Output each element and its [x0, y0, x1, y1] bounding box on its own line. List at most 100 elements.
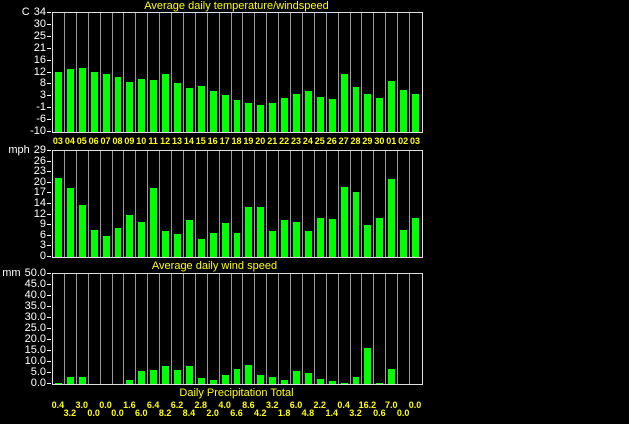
y-tick-label: mph 29 — [0, 145, 46, 156]
bar-day-06 — [90, 230, 98, 257]
chart-cell — [243, 151, 256, 257]
y-tick-label: 8 — [0, 78, 46, 89]
day-label: 03 — [410, 136, 421, 146]
day-label: 17 — [219, 136, 230, 146]
chart-cell — [101, 151, 113, 257]
chart-cell — [65, 151, 77, 257]
chart-cell — [136, 151, 149, 257]
y-tick-value: 34 — [33, 6, 46, 18]
chart-cell — [398, 274, 411, 384]
y-tick-mark — [47, 95, 51, 96]
y-tick-value: 23 — [33, 165, 46, 177]
chart-cell — [374, 274, 387, 384]
y-tick-value: 21 — [33, 42, 46, 54]
y-tick-value: -6 — [36, 113, 46, 125]
y-tick-value: 5.0 — [30, 366, 46, 378]
y-tick-value: 20 — [33, 176, 46, 188]
day-label: 05 — [76, 136, 87, 146]
chart-cell — [398, 13, 411, 132]
bar-day-16 — [209, 233, 217, 257]
bar-day-05 — [78, 68, 86, 132]
chart-cell — [398, 151, 411, 257]
chart-cell — [89, 274, 101, 384]
bar-day-26 — [328, 381, 336, 384]
day-label: 29 — [362, 136, 373, 146]
day-label: 30 — [374, 136, 385, 146]
y-tick-value: 25 — [33, 30, 46, 42]
precip-value-label: 7.0 — [384, 400, 398, 410]
bar-day-20 — [257, 375, 265, 384]
day-label: 02 — [398, 136, 409, 146]
chart-cell — [101, 274, 113, 384]
bar-day-03 — [412, 94, 419, 132]
bar-day-09 — [126, 380, 134, 384]
precip-value-label: 3.2 — [349, 408, 362, 418]
bar-day-22 — [281, 98, 289, 132]
chart-cell — [184, 274, 196, 384]
precip-value-label: 6.4 — [146, 400, 160, 410]
bar-day-16 — [209, 91, 217, 132]
chart-cell — [172, 13, 184, 132]
precip-value-label: 8.2 — [158, 408, 172, 418]
y-tick-value: 12 — [33, 66, 46, 78]
bar-day-08 — [114, 77, 122, 132]
bar-day-11 — [150, 80, 158, 132]
precip-value-label: 0.4 — [337, 400, 350, 410]
chart-cell — [65, 13, 77, 132]
bar-day-14 — [185, 220, 193, 257]
windspeed-chart-plot — [52, 150, 423, 258]
y-tick-mark — [47, 24, 51, 25]
y-axis-unit: mph — [8, 144, 30, 156]
y-tick-mark — [47, 12, 51, 13]
day-label: 08 — [112, 136, 123, 146]
y-tick-label: 25 — [0, 31, 46, 42]
precip-value-label: 2.0 — [206, 408, 219, 418]
bar-day-06 — [90, 72, 98, 132]
bar-day-18 — [233, 369, 241, 384]
y-tick-label: 10.0 — [0, 356, 46, 367]
bar-day-21 — [269, 103, 277, 132]
bar-day-14 — [185, 88, 193, 132]
bar-day-10 — [138, 79, 146, 132]
y-tick-mark — [47, 36, 51, 37]
precip-value-label: 6.2 — [170, 400, 184, 410]
y-tick-value: 26 — [33, 155, 46, 167]
chart-cell — [386, 274, 399, 384]
y-tick-value: 14 — [33, 197, 46, 209]
chart-cell — [255, 151, 268, 257]
y-tick-value: -1 — [36, 101, 46, 113]
bar-day-19 — [245, 365, 253, 384]
precip-value-label: 4.2 — [254, 408, 267, 418]
y-tick-mark — [47, 256, 51, 257]
chart-cell — [208, 274, 220, 384]
bar-day-07 — [102, 236, 110, 257]
y-tick-value: 50.0 — [24, 267, 46, 279]
y-tick-label: 3 — [0, 240, 46, 251]
bar-day-21 — [269, 231, 277, 257]
y-tick-label: 21 — [0, 43, 46, 54]
y-tick-mark — [47, 214, 51, 215]
chart-cell — [327, 151, 339, 257]
bar-day-01 — [388, 369, 396, 384]
chart-cell — [279, 274, 292, 384]
day-label: 25 — [314, 136, 325, 146]
day-label: 16 — [207, 136, 218, 146]
y-tick-value: 15.0 — [24, 344, 46, 356]
chart-cell — [374, 151, 387, 257]
day-label: 03 — [52, 136, 63, 146]
bar-day-02 — [400, 90, 408, 132]
y-tick-mark — [47, 350, 51, 351]
chart-cell — [113, 151, 125, 257]
chart-cell — [303, 151, 315, 257]
bar-day-20 — [257, 207, 265, 257]
y-tick-label: 12 — [0, 67, 46, 78]
y-tick-value: 3 — [39, 239, 46, 251]
y-tick-mark — [47, 161, 51, 162]
bar-day-30 — [376, 383, 384, 384]
chart-cell — [89, 151, 101, 257]
chart-cell — [148, 274, 161, 384]
chart-cell — [53, 274, 65, 384]
chart-cell — [53, 13, 65, 132]
day-label: 22 — [279, 136, 290, 146]
